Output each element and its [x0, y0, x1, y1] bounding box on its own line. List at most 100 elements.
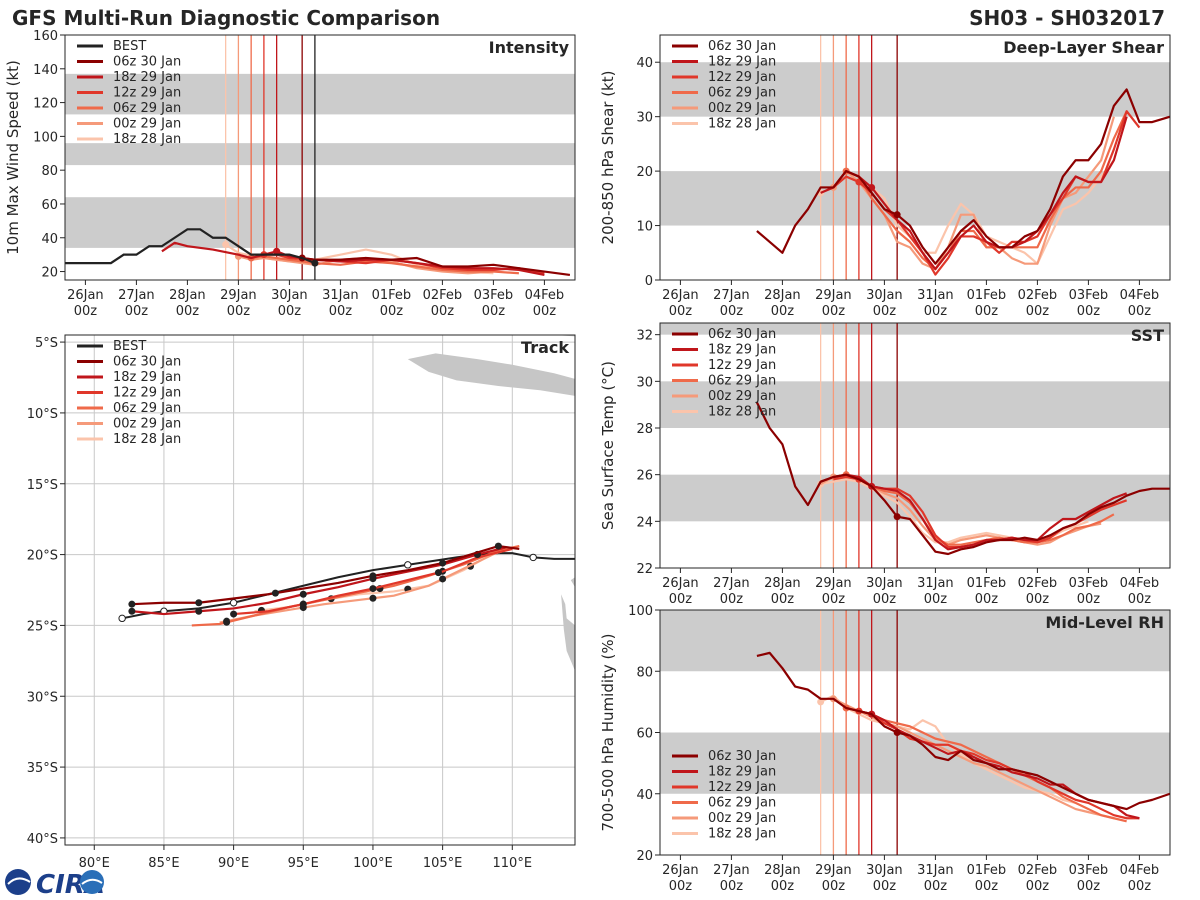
shear-title: Deep-Layer Shear — [1003, 38, 1164, 57]
intensity-xtick-hour-2: 00z — [176, 304, 200, 319]
rh-title: Mid-Level RH — [1045, 613, 1164, 632]
sst-xtick-date-6: 01Feb — [967, 576, 1007, 591]
intensity-xtick-hour-1: 00z — [125, 304, 149, 319]
intensity-xtick-label-0: 26Jan 00z — [67, 288, 104, 319]
sst-ytick-label-1: 24 — [636, 515, 653, 530]
sst-xtick-date-2: 28Jan — [764, 576, 801, 591]
intensity-legend-label-6: 18z 28 Jan — [113, 132, 181, 147]
rh-xtick-label-3: 29Jan 00z — [815, 863, 852, 894]
intensity-run-1-dot-0 — [273, 247, 281, 255]
shear-ytick-label-1: 10 — [636, 220, 653, 235]
rh-legend-label-1: 18z 29 Jan — [708, 765, 776, 780]
sst-run-line-3 — [833, 473, 1115, 546]
intensity-ytick-label-7: 160 — [33, 29, 58, 44]
sst-xtick-label-0: 26Jan 00z — [662, 576, 699, 607]
intensity-frame — [64, 34, 576, 281]
track-xtick-label-3: 95°E — [288, 856, 319, 871]
shear-xtick-date-7: 02Feb — [1018, 288, 1058, 303]
track-xtick-label-0: 80°E — [79, 856, 110, 871]
sst-legend-label-3: 06z 29 Jan — [708, 374, 776, 389]
intensity-band-1 — [65, 143, 575, 166]
sst-ylabel: Sea Surface Temp (°C) — [599, 361, 617, 530]
rh-xtick-label-9: 04Feb 00z — [1120, 863, 1160, 894]
track-best-marker-5 — [529, 553, 537, 562]
shear-ytick-label-2: 20 — [636, 165, 653, 180]
intensity-xtick-hour-0: 00z — [74, 304, 98, 319]
shear-xtick-label-6: 01Feb 00z — [967, 288, 1007, 319]
rh-xtick-date-6: 01Feb — [967, 863, 1007, 878]
rh-xtick-date-1: 27Jan — [713, 863, 750, 878]
intensity-run-line-0 — [302, 256, 571, 277]
shear-run-line-0 — [756, 88, 1170, 265]
rh-xtick-date-8: 03Feb — [1069, 863, 1109, 878]
intensity-xtick-label-8: 03Feb 00z — [474, 288, 514, 319]
sst-xtick-hour-6: 00z — [975, 592, 999, 607]
sst-xtick-date-0: 26Jan — [662, 576, 699, 591]
track-run-2-marker-0 — [230, 610, 238, 618]
track-run-3-marker-0 — [223, 618, 231, 626]
shear-xtick-label-4: 30Jan 00z — [866, 288, 903, 319]
shear-ytick-label-4: 40 — [636, 56, 653, 71]
sst-legend-label-2: 12z 29 Jan — [708, 358, 776, 373]
track-run-0-marker-5 — [494, 542, 502, 550]
intensity-legend-label-0: BEST — [113, 39, 146, 54]
rh-xtick-hour-9: 00z — [1128, 879, 1152, 894]
shear-xtick-date-2: 28Jan — [764, 288, 801, 303]
track-ytick-label-7: 40°S — [27, 832, 58, 847]
rh-band-1 — [660, 610, 1170, 672]
rh-ytick-label-2: 60 — [636, 727, 653, 742]
track-run-4-marker-3 — [439, 575, 447, 583]
sst-xtick-date-5: 31Jan — [917, 576, 954, 591]
sst-xtick-label-4: 30Jan 00z — [866, 576, 903, 607]
track-run-line-1 — [131, 546, 506, 616]
rh-band-0 — [660, 732, 1170, 794]
intensity-legend-label-2: 18z 29 Jan — [113, 70, 181, 85]
logo-globe — [5, 869, 31, 895]
track-best-marker-2 — [229, 599, 238, 607]
track-ytick-label-0: 5°S — [35, 336, 58, 351]
sst-xtick-label-9: 04Feb 00z — [1120, 576, 1160, 607]
rh-xtick-label-5: 31Jan 00z — [917, 863, 954, 894]
logo-emblem-wave — [81, 878, 103, 885]
intensity-xtick-label-4: 30Jan 00z — [271, 288, 308, 319]
track-best-marker-0 — [118, 614, 126, 623]
intensity-xtick-label-1: 27Jan 00z — [118, 288, 155, 319]
shear-xtick-hour-6: 00z — [975, 304, 999, 319]
track-run-0-marker-3 — [369, 572, 377, 580]
track-xtick-label-5: 105°E — [423, 856, 463, 871]
shear-xtick-date-9: 04Feb — [1120, 288, 1160, 303]
intensity-band-0 — [65, 197, 575, 248]
sst-xtick-label-5: 31Jan 00z — [917, 576, 954, 607]
rh-run-line-3 — [845, 706, 1127, 823]
rh-legend-label-5: 18z 28 Jan — [708, 827, 776, 842]
shear-xtick-hour-5: 00z — [924, 304, 948, 319]
sst-ytick-label-2: 26 — [636, 469, 653, 484]
track-frame — [64, 334, 576, 846]
shear-legend-label-5: 18z 28 Jan — [708, 117, 776, 132]
logo-swoosh — [7, 877, 31, 885]
shear-run-0-dot-0 — [893, 211, 901, 219]
rh-ytick-label-4: 100 — [628, 604, 653, 619]
rh-ytick-label-3: 80 — [636, 665, 653, 680]
shear-xtick-date-4: 30Jan — [866, 288, 903, 303]
track-run-2-marker-1 — [299, 600, 307, 608]
rh-xtick-hour-7: 00z — [1026, 879, 1050, 894]
sst-xtick-hour-8: 00z — [1077, 592, 1101, 607]
track-xtick-label-2: 90°E — [218, 856, 249, 871]
sst-xtick-hour-5: 00z — [924, 592, 948, 607]
intensity-ytick-label-2: 60 — [41, 198, 58, 213]
intensity-ylabel: 10m Max Wind Speed (kt) — [4, 60, 22, 255]
rh-legend-label-4: 00z 29 Jan — [708, 811, 776, 826]
shear-xtick-date-3: 29Jan — [815, 288, 852, 303]
rh-xtick-date-3: 29Jan — [815, 863, 852, 878]
rh-run-5-dot-0 — [817, 698, 825, 706]
sst-xtick-hour-1: 00z — [720, 592, 744, 607]
shear-xtick-date-0: 26Jan — [662, 288, 699, 303]
intensity-xtick-hour-9: 00z — [533, 304, 557, 319]
rh-xtick-hour-8: 00z — [1077, 879, 1101, 894]
track-ytick-label-3: 20°S — [27, 549, 58, 564]
